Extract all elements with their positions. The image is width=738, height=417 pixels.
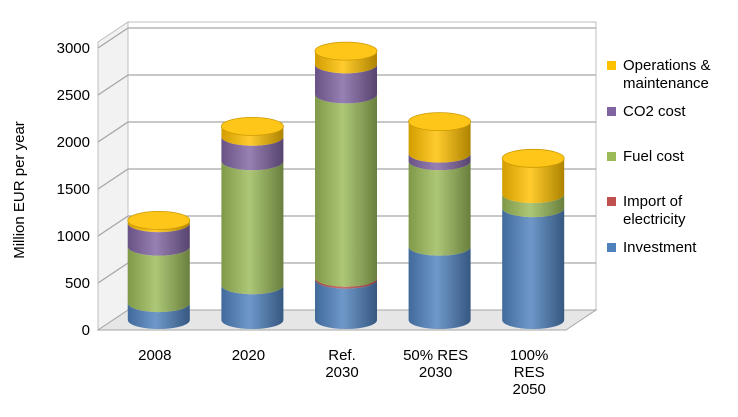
y-tick-label: 500 [65, 275, 90, 292]
legend-item: Import of electricity [607, 193, 686, 228]
bar-segment [127, 303, 190, 329]
legend-swatch [607, 197, 616, 206]
bar-segment [221, 136, 284, 171]
legend-item: Operations & maintenance [607, 57, 711, 92]
bar-segment [221, 161, 284, 295]
legend-label: Fuel cost [623, 148, 685, 165]
legend-item: CO2 cost [607, 103, 686, 120]
bar-segment [502, 194, 565, 218]
x-category-label: 100% RES 2050 [510, 347, 548, 398]
legend-label: Investment [623, 239, 697, 256]
legend-label: CO2 cost [623, 103, 686, 120]
x-category-label: Ref. 2030 [325, 347, 358, 381]
y-tick-label: 2500 [57, 87, 90, 104]
legend-label: Import of electricity [623, 193, 686, 228]
bar-top-cap [501, 148, 565, 168]
y-tick-label: 0 [82, 322, 90, 339]
y-tick-label: 2000 [57, 134, 90, 151]
bar-top-cap [220, 116, 284, 136]
bar-stack [408, 112, 472, 329]
legend-swatch [607, 243, 616, 252]
bar-segment [502, 158, 565, 204]
bar-segment [127, 223, 190, 256]
bar-segment [221, 126, 284, 146]
x-category-label: 50% RES 2030 [403, 347, 468, 381]
bar-segment [315, 279, 377, 329]
bar-stack [127, 210, 191, 329]
gridline [97, 74, 596, 96]
bar-segment [315, 51, 377, 74]
bar-segment [221, 285, 284, 329]
bar-segment [408, 153, 471, 171]
bar-stack [501, 148, 565, 329]
y-tick-label: 3000 [57, 40, 90, 57]
bar-segment [315, 277, 377, 289]
x-category-label: 2008 [138, 347, 171, 364]
legend-swatch [607, 107, 616, 116]
legend-swatch [607, 61, 616, 70]
bar-segment [502, 208, 565, 329]
legend-label: Operations & maintenance [623, 57, 711, 92]
bar-segment [315, 94, 377, 287]
gridline [97, 27, 596, 49]
bar-segment [127, 246, 190, 313]
side-wall [97, 21, 129, 331]
y-axis-label: Million EUR per year [11, 121, 28, 259]
x-category-label: 2020 [232, 347, 265, 364]
bar-segment [408, 161, 471, 256]
bar-top-cap [314, 41, 378, 61]
y-tick-label: 1000 [57, 228, 90, 245]
bar-segment [127, 220, 190, 233]
y-tick-label: 1500 [57, 181, 90, 198]
bar-top-cap [127, 210, 191, 230]
bar-stack [314, 41, 378, 329]
bar-top-cap [408, 112, 472, 132]
legend-item: Fuel cost [607, 148, 685, 165]
legend-swatch [607, 152, 616, 161]
legend-item: Investment [607, 239, 697, 256]
bar-segment [408, 246, 471, 329]
bar-segment [315, 64, 377, 104]
bar-segment [408, 121, 471, 163]
bar-stack [220, 116, 284, 329]
